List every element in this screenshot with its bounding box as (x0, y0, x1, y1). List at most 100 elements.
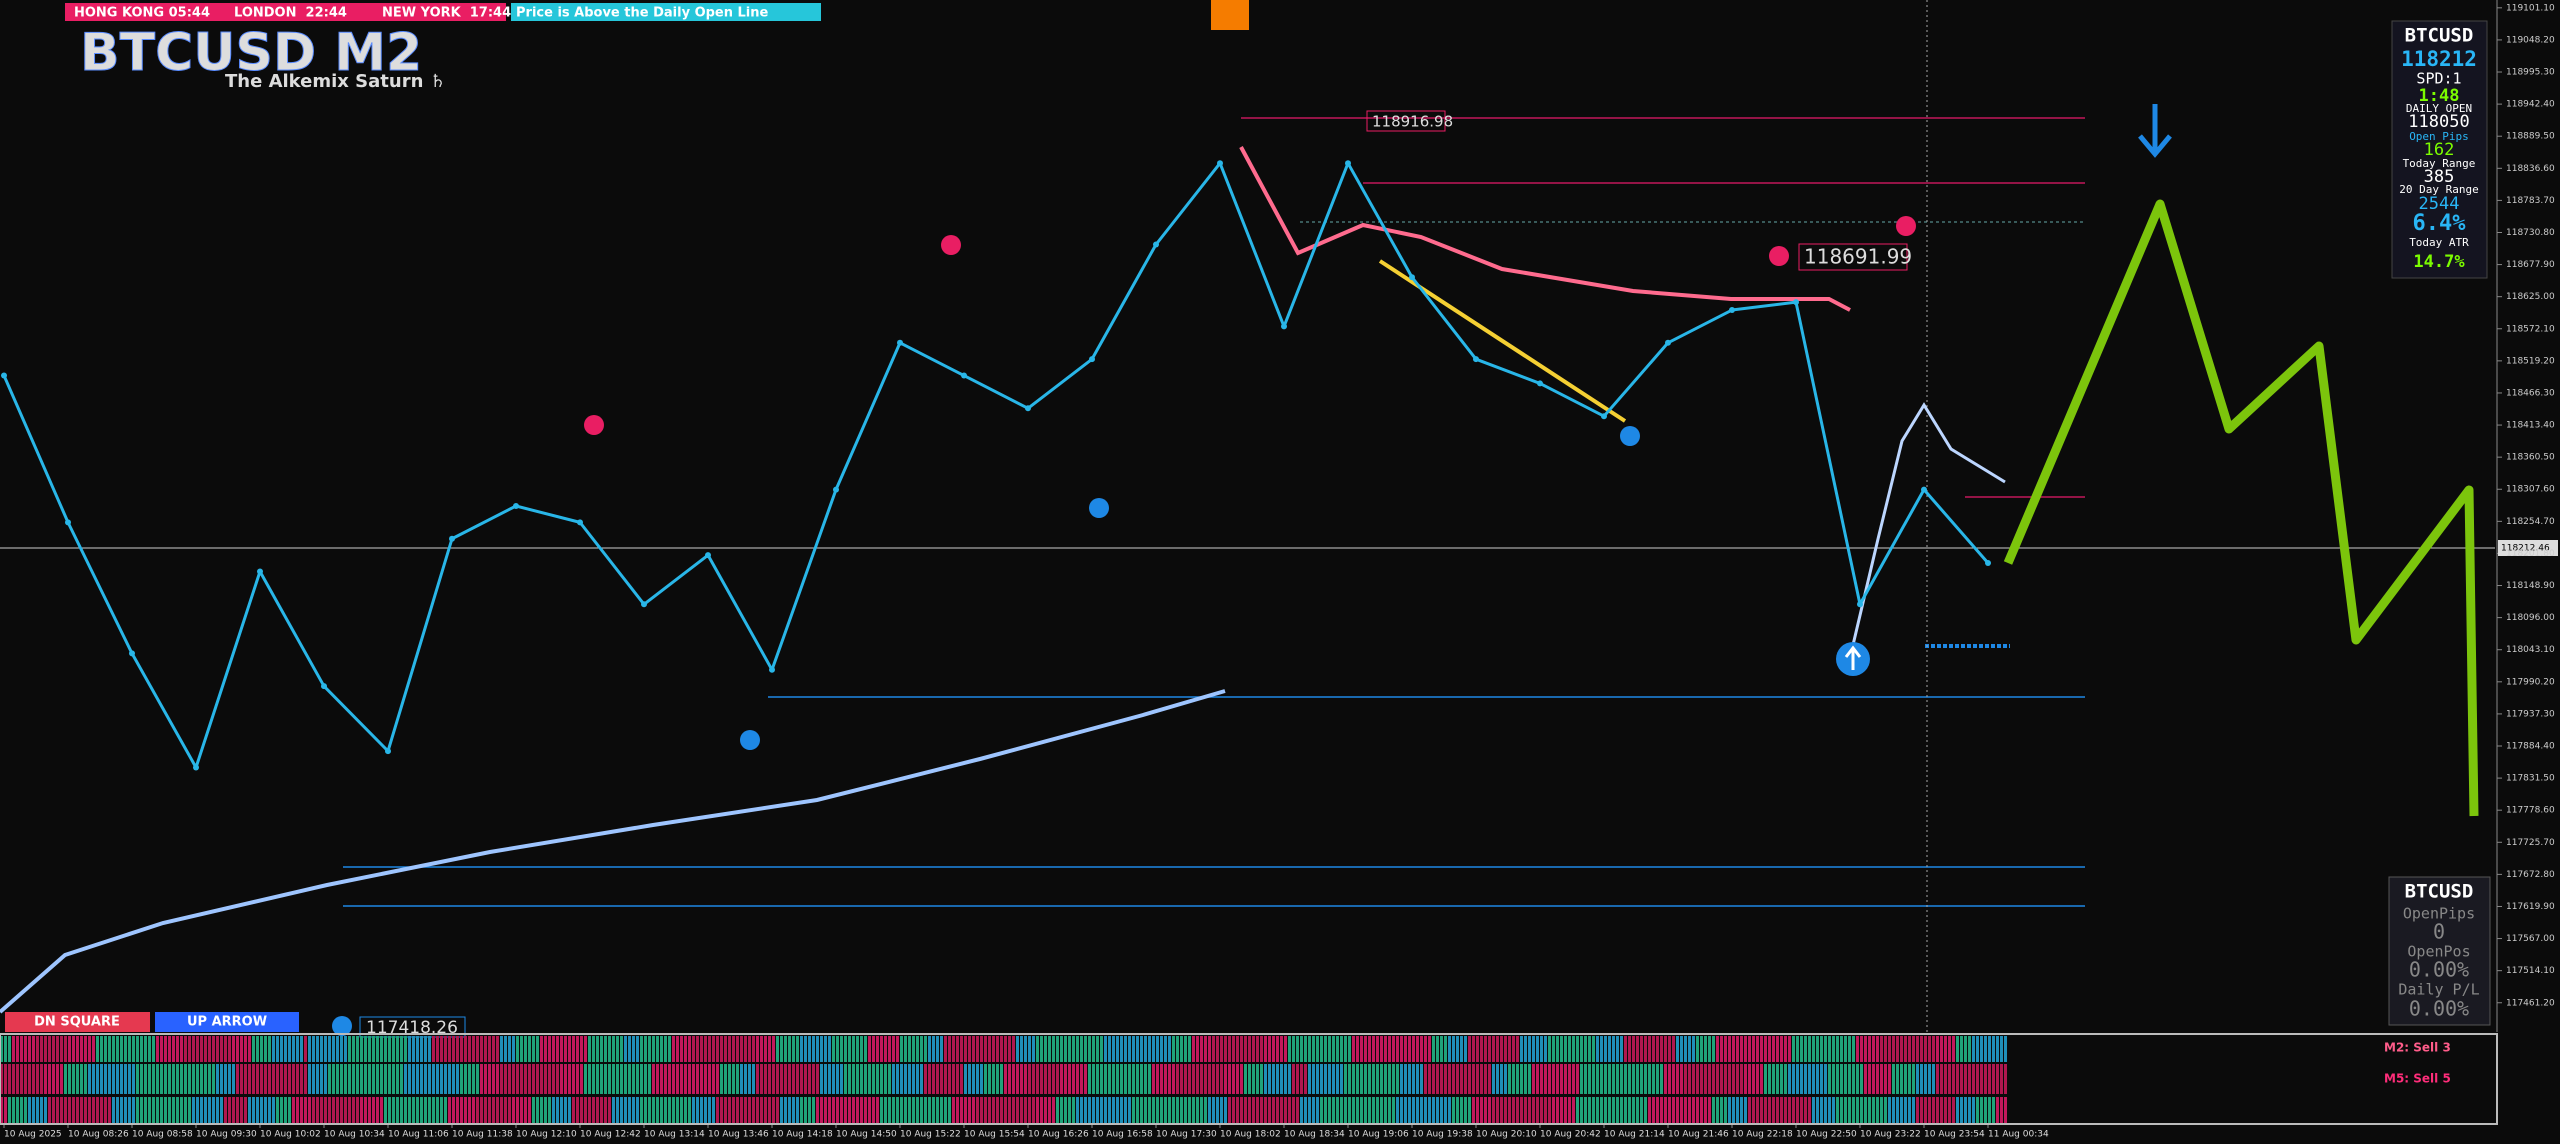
indicator-bar (756, 1036, 759, 1062)
indicator-bar (564, 1036, 567, 1062)
indicator-bar (544, 1036, 547, 1062)
indicator-bar (1052, 1036, 1055, 1062)
indicator-bar (484, 1064, 487, 1094)
indicator-bar (224, 1097, 227, 1123)
indicator-bar (1404, 1064, 1407, 1094)
indicator-bar (656, 1064, 659, 1094)
indicator-bar (872, 1036, 875, 1062)
indicator-bar (1568, 1097, 1571, 1123)
indicator-bar (1516, 1097, 1519, 1123)
indicator-bar (1484, 1097, 1487, 1123)
indicator-bar (1656, 1097, 1659, 1123)
indicator-bar (1660, 1097, 1663, 1123)
indicator-bar (172, 1036, 175, 1062)
x-tick-label: 10 Aug 17:30 (1156, 1130, 1217, 1140)
indicator-bar (1772, 1064, 1775, 1094)
indicator-bar (536, 1097, 539, 1123)
indicator-bar (1344, 1064, 1347, 1094)
indicator-bar (544, 1064, 547, 1094)
indicator-bar (1480, 1097, 1483, 1123)
y-tick-label: 118201.80 (2506, 549, 2555, 559)
button-label[interactable]: UP ARROW (187, 1015, 267, 1030)
indicator-bar (268, 1064, 271, 1094)
indicator-bar (1720, 1064, 1723, 1094)
indicator-bar (1528, 1064, 1531, 1094)
indicator-bar (412, 1097, 415, 1123)
indicator-bar (240, 1097, 243, 1123)
indicator-bar (556, 1036, 559, 1062)
indicator-bar (1520, 1064, 1523, 1094)
indicator-bar (532, 1064, 535, 1094)
indicator-bar (1256, 1064, 1259, 1094)
indicator-bar (1056, 1097, 1059, 1123)
indicator-bar (724, 1036, 727, 1062)
indicator-bar (1172, 1036, 1175, 1062)
indicator-bar (1808, 1097, 1811, 1123)
indicator-bar (500, 1036, 503, 1062)
indicator-bar (1984, 1064, 1987, 1094)
indicator-bar (1560, 1036, 1563, 1062)
indicator-bar (40, 1036, 43, 1062)
pivot-dot (1896, 216, 1916, 236)
indicator-bar (468, 1064, 471, 1094)
indicator-bar (1692, 1064, 1695, 1094)
indicator-bar (164, 1036, 167, 1062)
info-value: 14.7% (2413, 252, 2465, 272)
indicator-bar (1796, 1097, 1799, 1123)
indicator-bar (1520, 1036, 1523, 1062)
button[interactable] (155, 1012, 299, 1032)
indicator-bar (732, 1064, 735, 1094)
indicator-bar (1132, 1064, 1135, 1094)
indicator-bar (1896, 1036, 1899, 1062)
indicator-bar (1304, 1064, 1307, 1094)
indicator-bar (1740, 1036, 1743, 1062)
indicator-bar (1204, 1036, 1207, 1062)
indicator-bar (1948, 1036, 1951, 1062)
indicator-bar (880, 1064, 883, 1094)
indicator-bar (508, 1097, 511, 1123)
indicator-bar (1820, 1036, 1823, 1062)
indicator-bar (1396, 1036, 1399, 1062)
y-tick-label: 118043.10 (2506, 645, 2555, 655)
indicator-bar (572, 1036, 575, 1062)
indicator-bar (540, 1036, 543, 1062)
price-point (321, 683, 327, 690)
projection-path (2003, 199, 2479, 817)
indicator-bar (836, 1064, 839, 1094)
indicator-bar (1476, 1097, 1479, 1123)
indicator-bar (1624, 1064, 1627, 1094)
info-spread: SPD:1 (2416, 70, 2461, 88)
button[interactable] (5, 1012, 150, 1032)
indicator-bar (528, 1097, 531, 1123)
indicator-bar (1728, 1036, 1731, 1062)
indicator-bar (1904, 1064, 1907, 1094)
indicator-bar (1424, 1064, 1427, 1094)
indicator-bar (96, 1036, 99, 1062)
indicator-bar (1840, 1097, 1843, 1123)
y-tick-label: 117990.20 (2506, 677, 2555, 687)
indicator-bar (1732, 1064, 1735, 1094)
indicator-bar (1188, 1064, 1191, 1094)
indicator-bar (704, 1036, 707, 1062)
indicator-bar (1112, 1064, 1115, 1094)
indicator-bar (1192, 1036, 1195, 1062)
indicator-bar (776, 1036, 779, 1062)
indicator-bar (120, 1097, 123, 1123)
price-point (577, 519, 583, 526)
price-point (65, 519, 71, 526)
y-tick-label: 117567.00 (2506, 934, 2555, 944)
indicator-bar (1148, 1064, 1151, 1094)
indicator-bar (1332, 1036, 1335, 1062)
price-point (513, 502, 519, 509)
indicator-bar (1296, 1097, 1299, 1123)
indicator-bar (1736, 1064, 1739, 1094)
button-label[interactable]: DN SQUARE (34, 1015, 120, 1030)
indicator-bar (1144, 1097, 1147, 1123)
indicator-bar (248, 1097, 251, 1123)
current-price-label: 118212.46 (2501, 544, 2550, 554)
indicator-bar (544, 1097, 547, 1123)
indicator-bar (1744, 1036, 1747, 1062)
info-timer: 1:48 (2419, 86, 2460, 106)
indicator-bar (1064, 1064, 1067, 1094)
